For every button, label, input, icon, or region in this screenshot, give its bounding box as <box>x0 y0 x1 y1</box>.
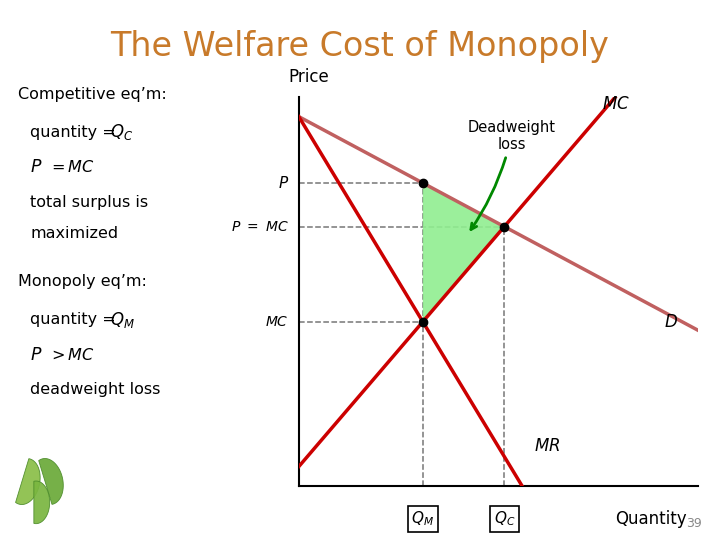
Text: $= MC$: $= MC$ <box>48 159 94 176</box>
Text: maximized: maximized <box>30 226 118 241</box>
Text: The Welfare Cost of Monopoly: The Welfare Cost of Monopoly <box>111 30 609 63</box>
PathPatch shape <box>34 481 50 524</box>
Text: $\boldsymbol{Q_C}$: $\boldsymbol{Q_C}$ <box>110 122 133 143</box>
Text: 39: 39 <box>686 517 702 530</box>
Text: $\boldsymbol{Q_M}$: $\boldsymbol{Q_M}$ <box>110 309 135 330</box>
Text: $> MC$: $> MC$ <box>48 347 94 363</box>
Text: quantity =: quantity = <box>30 125 121 140</box>
Text: $Q_C$: $Q_C$ <box>494 510 515 529</box>
Text: $\boldsymbol{\mathit{P}}$: $\boldsymbol{\mathit{P}}$ <box>278 175 289 191</box>
Text: $MR$: $MR$ <box>534 437 560 455</box>
PathPatch shape <box>16 458 40 504</box>
Text: Quantity: Quantity <box>615 510 686 528</box>
Text: $\boldsymbol{\mathit{P}}$: $\boldsymbol{\mathit{P}}$ <box>30 158 42 177</box>
Text: Price: Price <box>289 68 330 85</box>
Text: $\boldsymbol{\mathit{P}}$: $\boldsymbol{\mathit{P}}$ <box>30 346 42 364</box>
Text: Deadweight
loss: Deadweight loss <box>467 120 556 230</box>
Text: Competitive eq’m:: Competitive eq’m: <box>18 87 167 102</box>
Text: $MC$: $MC$ <box>265 315 289 329</box>
Polygon shape <box>423 183 504 322</box>
Text: $D$: $D$ <box>665 313 678 331</box>
Text: $MC$: $MC$ <box>603 94 631 113</box>
Text: quantity =: quantity = <box>30 312 121 327</box>
Text: total surplus is: total surplus is <box>30 195 148 210</box>
PathPatch shape <box>39 458 63 504</box>
Text: deadweight loss: deadweight loss <box>30 382 161 397</box>
Text: $\boldsymbol{\mathit{P}}$ $=$ $MC$: $\boldsymbol{\mathit{P}}$ $=$ $MC$ <box>231 220 289 234</box>
Text: Monopoly eq’m:: Monopoly eq’m: <box>18 274 147 289</box>
Text: $Q_M$: $Q_M$ <box>411 510 434 529</box>
